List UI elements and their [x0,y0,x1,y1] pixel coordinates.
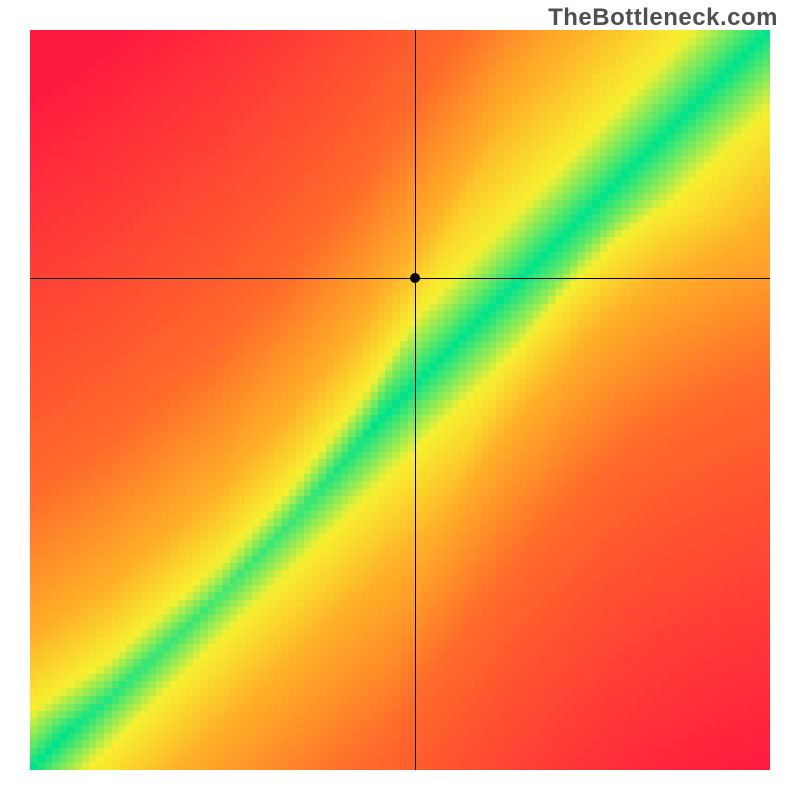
heatmap-plot [30,30,770,770]
crosshair-horizontal [30,278,770,279]
watermark-text: TheBottleneck.com [548,4,778,32]
crosshair-marker [410,273,420,283]
chart-container: TheBottleneck.com [0,0,800,800]
heatmap-canvas [30,30,770,770]
crosshair-vertical [415,30,416,770]
